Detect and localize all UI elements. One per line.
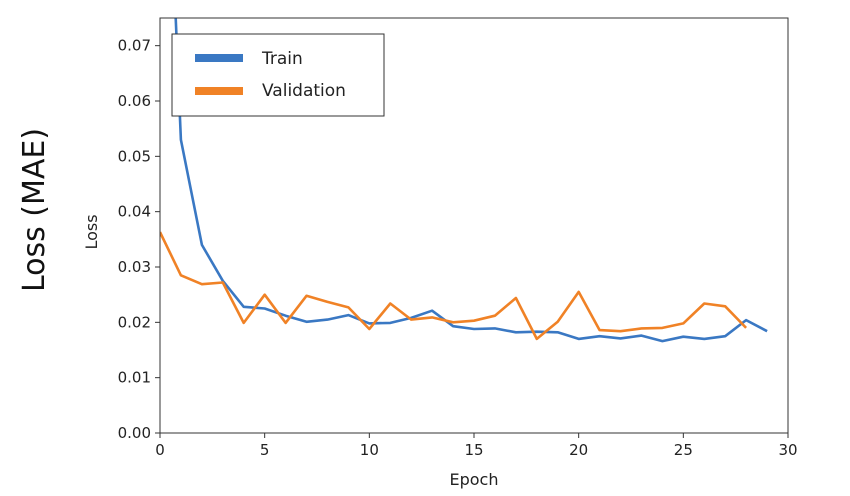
y-tick-label: 0.02 bbox=[118, 313, 151, 331]
y-tick-label: 0.00 bbox=[118, 424, 151, 442]
x-tick-label: 30 bbox=[778, 441, 797, 459]
plot-frame bbox=[159, 17, 789, 434]
x-tick-label: 5 bbox=[260, 441, 270, 459]
y-tick-label: 0.07 bbox=[118, 37, 151, 55]
legend-swatch-validation bbox=[195, 87, 243, 95]
axis-ticks: 0 5 10 15 20 25 30 0.00 0.01 0.02 0.03 0.04 0.05 0.06… bbox=[118, 37, 798, 459]
y-tick-label: 0.01 bbox=[118, 369, 151, 387]
x-tick-label: 15 bbox=[464, 441, 483, 459]
y-tick-label: 0.04 bbox=[118, 203, 151, 221]
y-tick-label: 0.06 bbox=[118, 92, 151, 110]
legend-label-train: Train bbox=[261, 49, 303, 69]
series-line-train bbox=[174, 18, 768, 343]
series-line-validation bbox=[160, 231, 748, 341]
legend-box bbox=[171, 33, 385, 117]
y-axis-title: Loss bbox=[82, 214, 101, 249]
x-tick-label: 0 bbox=[155, 441, 165, 459]
x-tick-label: 10 bbox=[360, 441, 379, 459]
legend: Train Validation bbox=[171, 33, 385, 117]
x-tick-label: 20 bbox=[569, 441, 588, 459]
series-lines bbox=[160, 18, 768, 343]
x-axis-title: Epoch bbox=[450, 470, 499, 489]
legend-label-validation: Validation bbox=[262, 81, 346, 101]
y-tick-label: 0.03 bbox=[118, 258, 151, 276]
outer-y-axis-title: Loss (MAE) bbox=[17, 128, 52, 292]
x-tick-label: 25 bbox=[674, 441, 693, 459]
y-tick-label: 0.05 bbox=[118, 147, 151, 165]
legend-swatch-train bbox=[195, 54, 243, 62]
